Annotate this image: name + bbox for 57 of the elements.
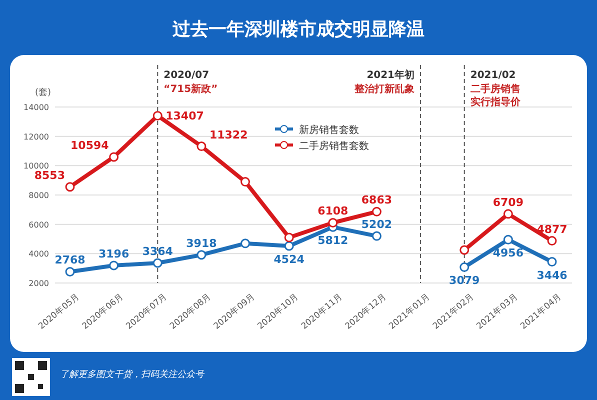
point xyxy=(152,110,162,120)
point xyxy=(65,266,75,276)
point xyxy=(503,234,513,244)
y-tick-label: 12000 xyxy=(24,132,49,142)
data-label: 5812 xyxy=(318,234,348,248)
text: 整治打新乱象 xyxy=(354,83,415,95)
chart-title: 过去一年深圳楼市成交明显降温 xyxy=(172,19,424,40)
y-tick-label: 10000 xyxy=(24,162,49,171)
point xyxy=(372,206,382,216)
annotation: 二手房销售实行指导价 xyxy=(470,83,522,108)
data-label: 6108 xyxy=(318,204,348,218)
data-label: 10594 xyxy=(70,138,110,152)
point xyxy=(503,209,513,219)
point xyxy=(240,177,250,187)
data-label: 3364 xyxy=(142,244,174,258)
point xyxy=(284,232,294,242)
point xyxy=(196,142,206,152)
point xyxy=(372,231,382,241)
legend-label: 二手房销售套数 xyxy=(299,140,369,152)
data-label: 4956 xyxy=(492,246,524,260)
text: 了解更多图文干货，扫码关注公众号 xyxy=(60,369,205,380)
data-label: 3918 xyxy=(186,236,217,250)
ref-line-label: 2020/07 xyxy=(164,70,210,81)
data-label: 2768 xyxy=(54,254,86,267)
data-label: 6863 xyxy=(361,194,392,207)
point xyxy=(460,245,470,255)
legend-label: 新房销售套数 xyxy=(299,124,359,136)
data-label: 3079 xyxy=(449,274,480,288)
point xyxy=(460,262,470,272)
y-tick-label: 6000 xyxy=(28,220,49,230)
point xyxy=(284,241,294,251)
text: “715新政” xyxy=(164,83,218,95)
y-axis-title: (套) xyxy=(34,87,52,98)
y-tick-label: 14000 xyxy=(24,103,49,112)
point xyxy=(547,257,557,267)
data-label: 4877 xyxy=(536,222,568,236)
y-tick-label: 8000 xyxy=(28,191,49,200)
point xyxy=(152,258,162,268)
point xyxy=(196,250,206,260)
point xyxy=(547,236,557,246)
data-label: 5202 xyxy=(361,218,392,232)
data-label: 6709 xyxy=(492,196,524,209)
y-tick-label: 2000 xyxy=(28,279,49,288)
point xyxy=(65,182,75,192)
point xyxy=(109,152,119,162)
data-label: 3446 xyxy=(536,268,568,282)
point xyxy=(109,260,119,270)
ref-line-label: 2021年初 xyxy=(366,69,415,81)
data-label: 13407 xyxy=(166,110,204,123)
ref-line-label: 2021/02 xyxy=(470,70,516,81)
data-label: 8553 xyxy=(34,168,65,182)
point xyxy=(240,238,250,248)
data-label: 3196 xyxy=(98,247,130,260)
point xyxy=(328,218,338,228)
data-label: 4524 xyxy=(274,252,305,266)
y-tick-label: 4000 xyxy=(28,250,49,259)
data-label: 11322 xyxy=(209,128,248,142)
